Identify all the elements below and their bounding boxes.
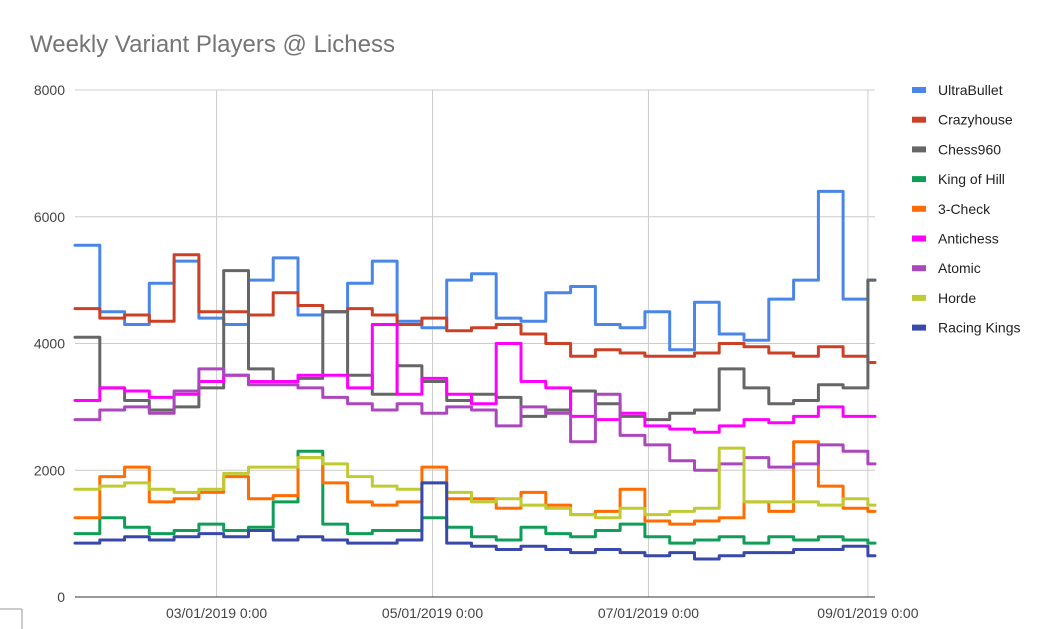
series-line-horde — [73, 446, 877, 520]
series-line-king-of-hill — [73, 449, 877, 545]
series-line-atomic — [73, 367, 877, 472]
grid-lines — [75, 89, 875, 597]
x-tick-label: 03/01/2019 0:00 — [166, 605, 267, 621]
legend-label-chess960: Chess960 — [938, 141, 1001, 157]
y-tick-label: 6000 — [34, 209, 65, 225]
series-line-racing-kings — [73, 481, 877, 561]
series-line-chess960 — [73, 269, 877, 422]
legend-label-ultrabullet: UltraBullet — [938, 82, 1003, 98]
legend-label-racing-kings: Racing Kings — [938, 320, 1021, 336]
legend: UltraBullet Crazyhouse Chess960 King of Hil… — [912, 82, 1021, 336]
y-tick-label: 4000 — [34, 336, 65, 352]
series-line-3-check — [73, 440, 877, 526]
chart-title: Weekly Variant Players @ Lichess — [30, 31, 395, 58]
series-line-crazyhouse — [73, 253, 877, 364]
x-tick-label: 07/01/2019 0:00 — [598, 605, 699, 621]
legend-swatch-horde — [912, 294, 926, 301]
legend-swatch-racing-kings — [912, 324, 926, 331]
legend-swatch-crazyhouse — [912, 116, 926, 123]
legend-label-antichess: Antichess — [938, 231, 999, 247]
legend-label-horde: Horde — [938, 290, 976, 306]
legend-label-atomic: Atomic — [938, 260, 981, 276]
series-line-ultrabullet — [73, 189, 877, 352]
legend-label-3-check: 3-Check — [938, 201, 991, 217]
legend-swatch-king-of-hill — [912, 176, 926, 183]
x-axis-ticks: 03/01/2019 0:00 05/01/2019 0:00 07/01/2019… — [166, 605, 919, 621]
legend-swatch-ultrabullet — [912, 87, 926, 93]
y-tick-label: 2000 — [34, 462, 65, 478]
legend-swatch-atomic — [912, 265, 926, 272]
series-line-antichess — [73, 323, 877, 434]
legend-label-crazyhouse: Crazyhouse — [938, 112, 1013, 128]
x-tick-label: 09/01/2019 0:00 — [817, 605, 918, 621]
legend-label-king-of-hill: King of Hill — [938, 171, 1005, 187]
y-tick-label: 0 — [57, 589, 65, 605]
legend-swatch-antichess — [912, 235, 926, 242]
corner-mark — [0, 608, 23, 629]
y-axis-ticks: 0 2000 4000 6000 8000 — [34, 82, 65, 605]
legend-swatch-3-check — [912, 205, 926, 212]
legend-swatch-chess960 — [912, 146, 926, 153]
series-lines — [73, 189, 877, 561]
y-tick-label: 8000 — [34, 82, 65, 98]
x-tick-label: 05/01/2019 0:00 — [382, 605, 483, 621]
